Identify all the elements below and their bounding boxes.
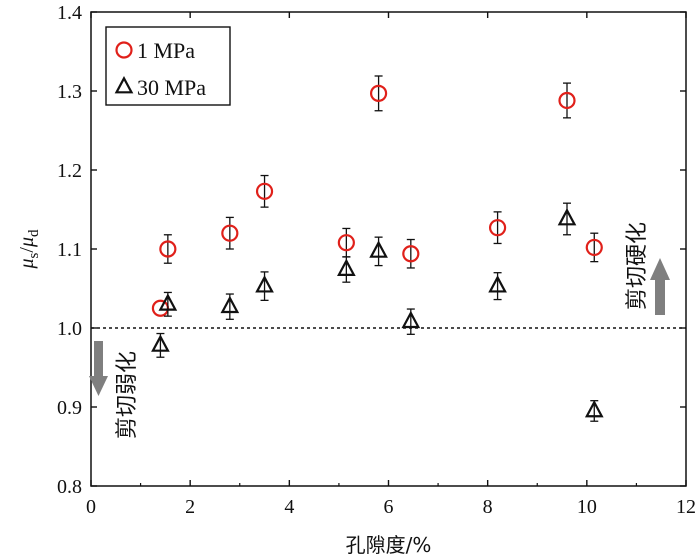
data-point	[337, 234, 355, 252]
data-point	[401, 310, 421, 329]
legend-marker-1	[115, 41, 133, 59]
y-tick-label: 0.9	[57, 397, 82, 419]
annotation-hardening: 剪切硬化	[625, 222, 670, 315]
y-title-sub-d: d	[26, 229, 42, 237]
y-tick-label: 1.2	[57, 160, 82, 182]
arrow-up-icon	[650, 258, 670, 315]
data-point	[402, 245, 420, 263]
arrow-up-shaft	[655, 279, 665, 315]
data-point	[151, 334, 170, 352]
data-point	[584, 399, 604, 418]
y-tick-label: 1.1	[57, 239, 82, 261]
data-point	[221, 224, 239, 242]
data-point	[159, 240, 177, 258]
x-axis: 0 2 4 6 8 10 12	[86, 12, 696, 518]
arrow-down-icon	[89, 341, 108, 396]
data-point	[369, 84, 388, 102]
x-tick-label: 6	[384, 496, 394, 518]
x-tick-label: 0	[86, 496, 96, 518]
data-point	[220, 295, 240, 314]
x-tick-label: 8	[483, 496, 493, 518]
y-tick-label: 1.4	[57, 2, 82, 24]
data-point	[558, 91, 576, 110]
x-tick-label: 12	[676, 496, 696, 518]
data-point	[369, 240, 388, 258]
data-point	[488, 219, 507, 237]
data-point	[488, 275, 507, 293]
y-title-mu-2: μ	[16, 237, 38, 248]
data-point	[158, 293, 178, 311]
annotation-weakening: 剪切弱化	[89, 341, 140, 439]
arrow-down-head	[89, 376, 108, 396]
annotation-weakening-label: 剪切弱化	[115, 351, 140, 439]
y-title-mu-1: μ	[16, 258, 38, 269]
y-tick-label: 1.3	[57, 81, 82, 103]
x-tick-label: 10	[577, 496, 597, 518]
y-title-slash: /	[16, 247, 38, 253]
x-tick-label: 4	[284, 496, 294, 518]
legend: 1 MPa 30 MPa	[105, 26, 231, 106]
legend-marker-2	[114, 75, 134, 94]
arrow-down-shaft	[94, 341, 103, 378]
data-point	[557, 207, 577, 226]
data-point	[585, 238, 603, 257]
y-axis: 0.8 0.9 1.0 1.1 1.2 1.3 1.4	[57, 2, 686, 498]
annotation-hardening-label: 剪切硬化	[625, 222, 650, 310]
y-tick-label: 0.8	[57, 476, 82, 498]
data-point	[337, 258, 356, 276]
x-tick-label: 2	[185, 496, 195, 518]
y-title-sub-s: s	[26, 252, 42, 258]
legend-label-2: 30 MPa	[137, 75, 206, 100]
series-1	[151, 75, 603, 317]
y-tick-label: 1.0	[57, 318, 82, 340]
data-series	[151, 75, 604, 422]
legend-label-1: 1 MPa	[137, 38, 195, 63]
series-2	[151, 202, 604, 422]
data-point	[255, 182, 274, 200]
data-point	[255, 275, 274, 293]
arrow-up-head	[650, 258, 670, 280]
x-axis-title: 孔隙度/%	[346, 533, 432, 557]
y-axis-title: μs/μd	[16, 229, 42, 270]
